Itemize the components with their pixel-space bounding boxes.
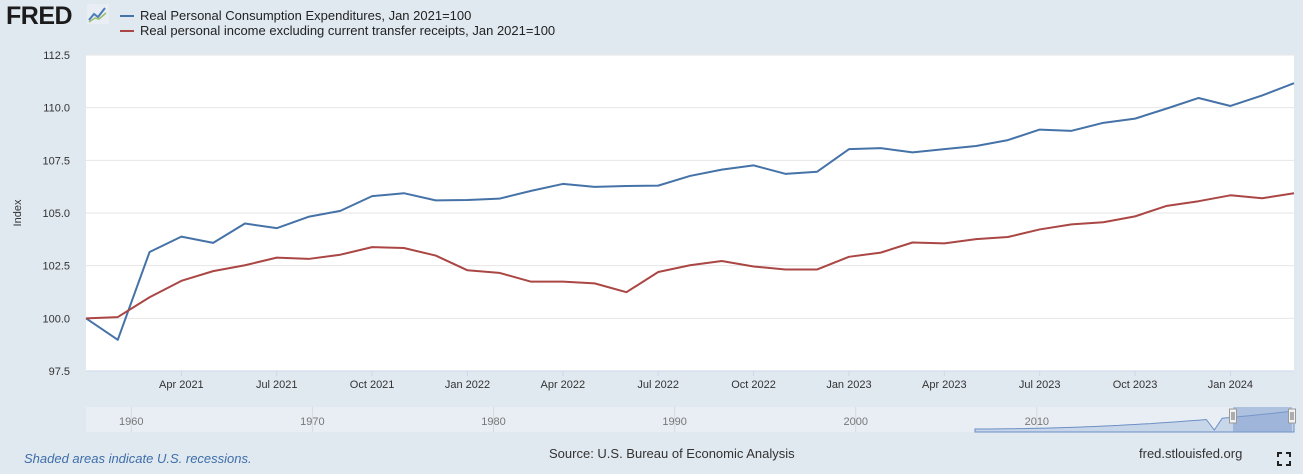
x-tick-label: Jan 2022 <box>445 379 490 391</box>
x-tick-label: Jan 2024 <box>1208 379 1253 391</box>
line-chart-icon <box>87 4 109 24</box>
x-tick-label: Jul 2023 <box>1019 379 1061 391</box>
x-tick-label: Oct 2022 <box>731 379 776 391</box>
series-line-2 <box>85 192 1295 320</box>
navigator-tick-label: 1990 <box>662 416 686 428</box>
x-tick-label: Jan 2023 <box>826 379 871 391</box>
recession-note: Shaded areas indicate U.S. recessions. <box>24 451 252 466</box>
chart-header: FRED Real Personal Consumption Expenditu… <box>0 0 1303 46</box>
navigator-handle-left[interactable] <box>1229 408 1237 424</box>
legend-item-series-1[interactable]: Real Personal Consumption Expenditures, … <box>120 8 555 23</box>
y-tick-label: 107.5 <box>42 155 70 167</box>
navigator-tick-label: 2000 <box>843 416 867 428</box>
fred-logo[interactable]: FRED <box>6 2 73 30</box>
x-tick-label: Apr 2021 <box>159 379 204 391</box>
navigator-handle-right[interactable] <box>1288 408 1296 424</box>
fullscreen-icon[interactable] <box>1277 452 1291 466</box>
x-tick-label: Jul 2022 <box>637 379 679 391</box>
navigator-tick-label: 2010 <box>1025 416 1049 428</box>
legend-swatch-series-1 <box>120 14 134 17</box>
legend-swatch-series-2 <box>120 29 134 32</box>
y-tick-label: 112.5 <box>43 50 70 62</box>
y-tick-label: 105.0 <box>42 208 70 220</box>
series-line-1 <box>85 82 1295 341</box>
chart-canvas: 97.5 100.0 102.5 105.0 107.5 110.0 112.5 Index A… <box>12 50 1296 433</box>
y-tick-label: 100.0 <box>42 313 70 325</box>
navigator-selection <box>1233 407 1292 432</box>
x-tick-label: Jul 2021 <box>256 379 298 391</box>
legend-item-series-2[interactable]: Real personal income excluding current t… <box>120 23 555 38</box>
y-tick-label: 110.0 <box>43 103 70 115</box>
legend-label-series-1: Real Personal Consumption Expenditures, … <box>140 8 472 23</box>
legend-label-series-2: Real personal income excluding current t… <box>140 23 556 38</box>
x-tick-label: Oct 2021 <box>350 379 395 391</box>
navigator-tick-label: 1980 <box>481 416 505 428</box>
chart-legend: Real Personal Consumption Expenditures, … <box>120 8 555 38</box>
x-tick-label: Oct 2023 <box>1113 379 1158 391</box>
source-note: Source: U.S. Bureau of Economic Analysis <box>549 446 795 461</box>
y-tick-label: 102.5 <box>42 261 70 273</box>
y-axis-title: Index <box>12 199 24 226</box>
x-tick-label: Apr 2023 <box>922 379 967 391</box>
navigator-tick-label: 1970 <box>300 416 324 428</box>
navigator-tick-label: 1960 <box>119 416 143 428</box>
x-tick-label: Apr 2022 <box>541 379 586 391</box>
y-tick-label: 97.5 <box>49 366 70 378</box>
site-link[interactable]: fred.stlouisfed.org <box>1139 446 1243 461</box>
